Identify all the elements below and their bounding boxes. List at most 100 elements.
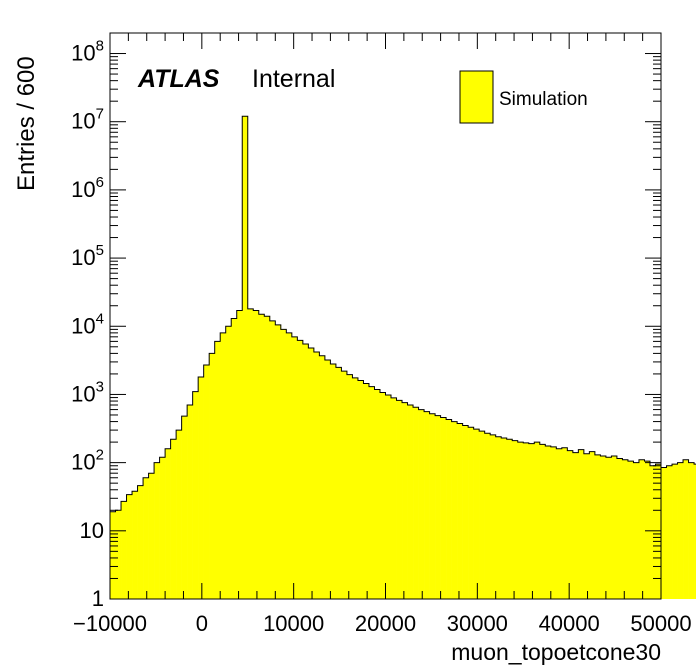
y-tick-label: 106 (71, 174, 104, 202)
histogram-bin (501, 437, 508, 599)
histogram-bin (506, 439, 513, 599)
histogram-bin (341, 371, 348, 599)
histogram-bin (545, 446, 552, 599)
histogram-bin (308, 347, 315, 599)
y-tick-label: 104 (71, 310, 104, 338)
histogram-bin (209, 353, 215, 599)
histogram-bin (170, 439, 177, 599)
histogram-bin (495, 436, 502, 599)
histogram-bin (462, 425, 469, 599)
histogram-bin (115, 510, 122, 599)
x-tick-label: −10000 (73, 611, 147, 636)
histogram-bin (396, 400, 403, 599)
histogram-bin (672, 464, 678, 599)
legend-swatch (459, 70, 494, 124)
histogram-bin (346, 374, 353, 599)
histogram-bin (473, 429, 480, 599)
histogram-bin (231, 318, 238, 599)
histogram-bin (446, 419, 452, 599)
y-tick-label: 107 (71, 106, 104, 134)
histogram-bin (264, 316, 271, 599)
histogram-bin (181, 416, 188, 599)
histogram-bin (418, 409, 425, 599)
histogram-bin (187, 405, 193, 599)
histogram-bin (644, 461, 651, 599)
histogram-bin (622, 459, 629, 599)
histogram-bin (280, 329, 287, 599)
histogram-bin (539, 444, 546, 599)
histogram-bin (385, 395, 392, 599)
x-tick-label: 50000 (630, 611, 691, 636)
histogram-bins (109, 115, 696, 599)
y-tick-label: 10 (80, 518, 104, 543)
axis-ticks (109, 32, 662, 600)
histogram-bin (313, 351, 320, 599)
histogram-bin (319, 355, 326, 599)
histogram-bin (121, 501, 127, 599)
histogram-bin (324, 360, 331, 599)
histogram-bin (594, 454, 601, 599)
histogram-bin (638, 459, 645, 599)
histogram-bin (457, 423, 463, 599)
histogram-bin (451, 421, 458, 599)
histogram-bin (517, 442, 524, 599)
histogram-bin (666, 465, 673, 599)
histogram-bin (391, 397, 397, 599)
legend-label-simulation: Simulation (499, 89, 588, 110)
histogram-bin (330, 363, 337, 599)
histogram-bin (302, 343, 309, 599)
histogram-bin (578, 449, 585, 599)
x-tick-label: 30000 (447, 611, 508, 636)
x-tick-label: 0 (196, 611, 208, 636)
y-tick-label: 103 (71, 378, 104, 406)
histogram-bin (143, 477, 149, 599)
histogram-bin (352, 377, 359, 599)
histogram-bin (242, 116, 249, 599)
histogram-outline (109, 115, 696, 599)
histogram-bin (236, 310, 243, 599)
y-tick-label: 105 (71, 242, 104, 270)
histogram-bin (220, 332, 227, 599)
histogram-bin (424, 411, 430, 599)
histogram-bin (335, 367, 342, 599)
histogram-bin (176, 430, 182, 599)
histogram-bin (253, 310, 260, 599)
y-tick-label: 1 (92, 586, 104, 611)
histogram-bin (214, 341, 221, 599)
histogram-bin (627, 461, 634, 599)
x-tick-label: 20000 (355, 611, 416, 636)
tick-labels: −10000 0 10000 20000 30000 40000 50000 1 10 102 10… (71, 38, 691, 636)
histogram-bin (379, 392, 386, 599)
y-tick-label: 108 (71, 38, 104, 66)
histogram-bin (413, 407, 419, 599)
histogram-bin (374, 389, 381, 599)
histogram-bin (402, 402, 408, 599)
histogram-bin (269, 320, 276, 599)
histogram-bin (368, 386, 375, 599)
histogram-bin (435, 415, 441, 599)
histogram-bin (148, 473, 155, 599)
histogram-bin (550, 446, 557, 599)
atlas-label: ATLAS (137, 65, 220, 93)
histogram-bin (512, 440, 519, 599)
histogram-bin (286, 332, 293, 599)
histogram-bin (110, 511, 116, 599)
histogram-bin (616, 458, 623, 599)
x-tick-label: 10000 (263, 611, 324, 636)
histogram-bin (677, 462, 684, 599)
y-axis-title: Entries / 600 (13, 56, 40, 191)
histogram-bin (484, 433, 491, 599)
histogram-bin (567, 450, 574, 599)
histogram-bin (429, 413, 436, 599)
histogram-bin (649, 465, 656, 599)
histogram-bin (600, 456, 607, 599)
histogram-bin (291, 336, 298, 599)
histogram-bin (523, 442, 530, 599)
histogram-bin (132, 491, 138, 599)
histogram-bin (258, 314, 265, 599)
histogram-bin (225, 326, 232, 599)
histogram-bin (490, 434, 496, 599)
histogram-bin (198, 377, 204, 599)
histogram-bin (661, 467, 667, 599)
